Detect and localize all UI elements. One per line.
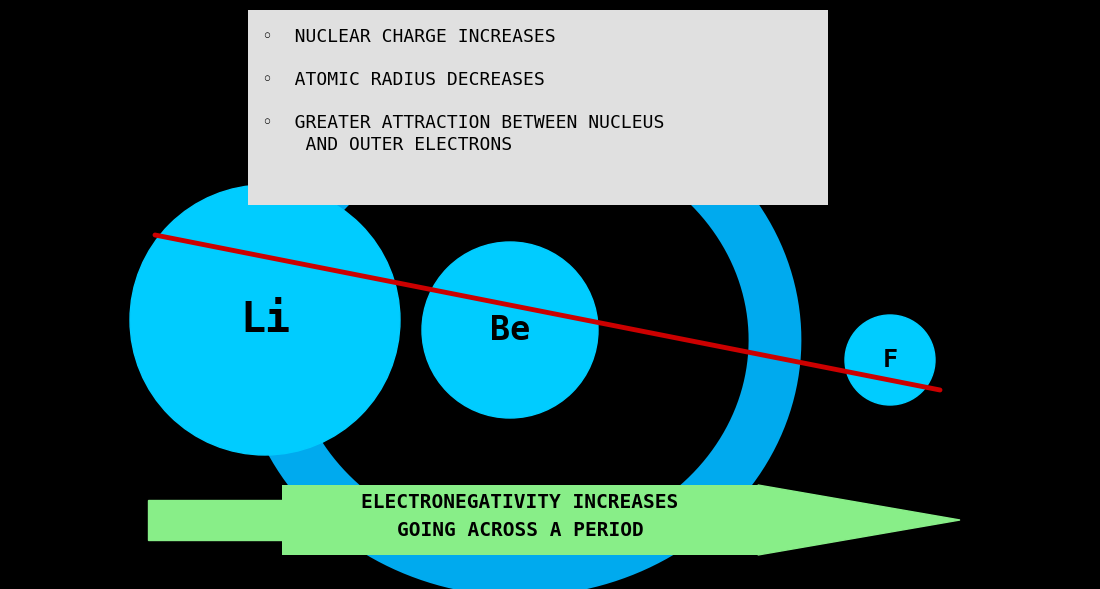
Text: ELECTRONEGATIVITY INCREASES
GOING ACROSS A PERIOD: ELECTRONEGATIVITY INCREASES GOING ACROSS… — [362, 494, 679, 541]
Text: Li: Li — [240, 299, 290, 341]
Text: ◦  NUCLEAR CHARGE INCREASES

◦  ATOMIC RADIUS DECREASES

◦  GREATER ATTRACTION B: ◦ NUCLEAR CHARGE INCREASES ◦ ATOMIC RADI… — [262, 28, 664, 154]
FancyBboxPatch shape — [282, 485, 758, 555]
Text: F: F — [882, 348, 898, 372]
Polygon shape — [148, 500, 282, 540]
Circle shape — [422, 242, 598, 418]
Circle shape — [130, 185, 400, 455]
Circle shape — [845, 315, 935, 405]
FancyBboxPatch shape — [248, 10, 828, 205]
Text: Be: Be — [490, 313, 530, 346]
Polygon shape — [758, 485, 960, 555]
